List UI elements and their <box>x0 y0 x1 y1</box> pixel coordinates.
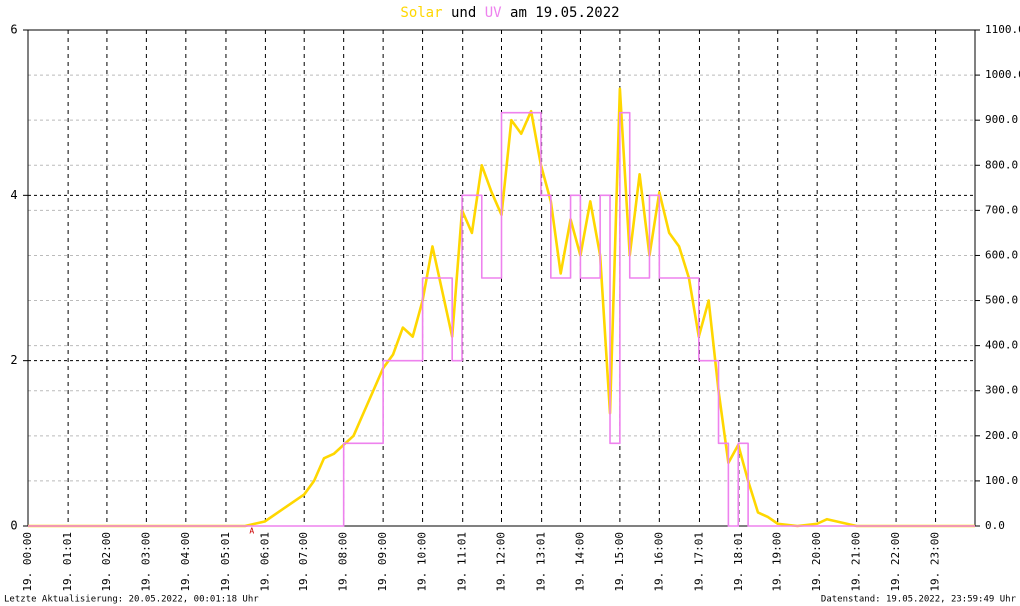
y-tick-label: 4 <box>10 188 17 202</box>
x-tick-label: 19. 15:00 <box>613 532 626 592</box>
x-tick-label: 19. 06:01 <box>258 532 271 592</box>
title-joiner: und <box>451 5 476 21</box>
x-tick-label: 19. 08:00 <box>337 532 350 592</box>
x-tick-label: 19. 00:00 <box>21 532 34 592</box>
x-tick-label: 19. 23:00 <box>929 532 942 592</box>
x-tick-label: 19. 22:00 <box>889 532 902 592</box>
y2-tick-label: 500.0 <box>985 294 1018 307</box>
y2-tick-label: 1100.0 <box>985 23 1020 36</box>
x-tick-label: 19. 07:00 <box>297 532 310 592</box>
x-tick-label: 19. 11:01 <box>456 532 469 592</box>
y2-tick-label: 400.0 <box>985 339 1018 352</box>
y2-tick-label: 900.0 <box>985 113 1018 126</box>
plot-frame <box>27 29 976 527</box>
y2-tick-label: 0.0 <box>985 519 1005 532</box>
y2-tick-label: 300.0 <box>985 384 1018 397</box>
y2-tick-label: 600.0 <box>985 248 1018 261</box>
y2-tick-label: 200.0 <box>985 429 1018 442</box>
y-tick-label: 0 <box>10 519 17 533</box>
title-solar: Solar <box>400 5 442 21</box>
x-tick-label: 19. 14:00 <box>573 532 586 592</box>
x-tick-label: 19. 10:00 <box>416 532 429 592</box>
title-date: am 19.05.2022 <box>510 5 620 21</box>
y2-tick-label: 100.0 <box>985 474 1018 487</box>
x-tick-label: 19. 05:01 <box>219 532 232 592</box>
chart-title: Solar und UV am 19.05.2022 <box>400 5 619 21</box>
x-tick-label: 19. 19:00 <box>771 532 784 592</box>
footer-right: Datenstand: 19.05.2022, 23:59:49 Uhr <box>821 595 1017 605</box>
x-tick-label: 19. 09:00 <box>376 532 389 592</box>
x-tick-label: 19. 12:00 <box>495 532 508 592</box>
x-tick-label: 19. 16:00 <box>652 532 665 592</box>
y-tick-label: 6 <box>10 23 17 37</box>
x-tick-label: 19. 20:00 <box>810 532 823 592</box>
series-line <box>28 111 975 527</box>
x-tick-label: 19. 21:00 <box>850 532 863 592</box>
y2-tick-label: 800.0 <box>985 158 1018 171</box>
y2-tick-label: 700.0 <box>985 203 1018 216</box>
y2-tick-label: 1000.0 <box>985 68 1020 81</box>
x-tick-label: 19. 01:01 <box>61 532 74 592</box>
title-uv: UV <box>485 5 502 21</box>
x-tick-label: 19. 04:00 <box>179 532 192 592</box>
x-tick-label: 19. 18:01 <box>732 532 745 592</box>
x-tick-label: 19. 03:00 <box>139 532 152 592</box>
x-tick-label: 19. 02:00 <box>100 532 113 592</box>
x-tick-label: 19. 13:01 <box>535 532 548 592</box>
footer-left: Letzte Aktualisierung: 20.05.2022, 00:01… <box>4 595 259 605</box>
y-tick-label: 2 <box>10 353 17 367</box>
annotation: A <box>249 527 254 536</box>
x-tick-label: 19. 17:01 <box>692 532 705 592</box>
